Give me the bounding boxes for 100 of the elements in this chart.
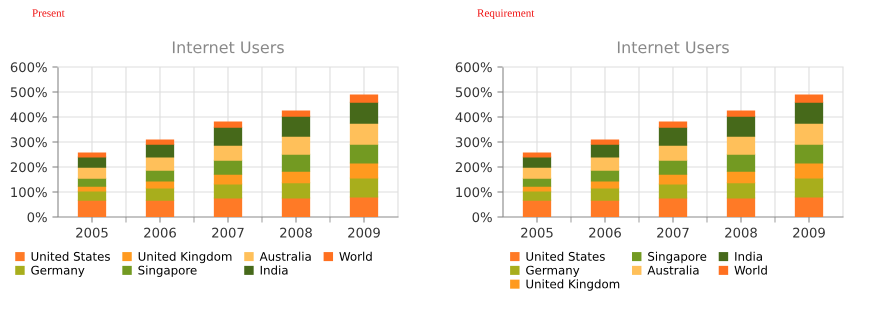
- bar: [794, 177, 824, 198]
- bar: [658, 144, 688, 161]
- legend-label: Singapore: [138, 266, 197, 277]
- y-tick-label: 0%: [472, 212, 492, 222]
- bar: [658, 197, 688, 217]
- legend-label: Australia: [647, 266, 699, 275]
- x-tick-label: 2006: [144, 228, 176, 238]
- legend-label: United Kingdom: [138, 252, 232, 264]
- legend-label: World: [339, 252, 372, 261]
- bar: [282, 154, 310, 172]
- legend-label: United States: [526, 252, 605, 261]
- bar: [146, 139, 174, 145]
- bar: [726, 136, 756, 155]
- bar: [350, 94, 378, 103]
- y-tick-label: 400%: [10, 112, 47, 122]
- bar: [78, 190, 106, 201]
- y-tick-label: 300%: [10, 137, 47, 148]
- x-tick-label: 2008: [280, 228, 312, 238]
- bar: [590, 139, 620, 145]
- bar: [726, 116, 756, 137]
- bar: [282, 197, 310, 217]
- bar: [350, 162, 378, 179]
- bar: [794, 144, 824, 164]
- legend-label: Germany: [526, 266, 580, 277]
- legend-label: India: [735, 252, 762, 261]
- chart-title: Internet Users: [172, 41, 284, 54]
- bar: [350, 144, 378, 164]
- y-tick-label: 600%: [10, 62, 47, 72]
- bar: [658, 121, 688, 128]
- bar: [282, 116, 310, 137]
- bar: [78, 156, 106, 168]
- x-tick-label: 2007: [657, 228, 689, 238]
- legend-label: Singapore: [648, 252, 706, 264]
- x-tick-label: 2007: [212, 228, 244, 238]
- legend-label: United States: [32, 252, 110, 261]
- bar: [590, 200, 620, 217]
- bar: [658, 183, 688, 199]
- bar: [282, 170, 310, 184]
- text: Present: [32, 9, 65, 17]
- y-tick-label: 500%: [10, 87, 47, 98]
- x-tick-label: 2009: [793, 228, 825, 238]
- bar: [214, 160, 242, 175]
- bar: [350, 196, 378, 217]
- x-tick-label: 2008: [725, 228, 757, 238]
- legend-label: Germany: [31, 266, 84, 277]
- bar: [282, 136, 310, 155]
- bar: [282, 182, 310, 199]
- text: Requirement: [477, 9, 534, 20]
- bar: [146, 156, 174, 171]
- bar: [522, 156, 552, 168]
- bar: [282, 110, 310, 117]
- y-tick-label: 0%: [28, 212, 47, 222]
- bar: [726, 182, 756, 199]
- x-tick-label: 2005: [76, 228, 108, 238]
- bar: [146, 200, 174, 217]
- bar: [214, 126, 242, 146]
- bar: [214, 144, 242, 161]
- y-tick-label: 600%: [456, 62, 492, 72]
- bar: [726, 154, 756, 172]
- bar: [522, 166, 552, 179]
- bar: [590, 187, 620, 201]
- bar: [350, 122, 378, 145]
- x-tick-label: 2009: [348, 228, 380, 238]
- bar: [794, 122, 824, 145]
- y-tick-label: 300%: [456, 137, 492, 148]
- legend-label: Australia: [260, 252, 311, 261]
- bar: [146, 187, 174, 201]
- bar: [78, 152, 106, 158]
- bar: [214, 183, 242, 199]
- bar: [522, 200, 552, 217]
- x-tick-label: 2006: [589, 228, 621, 238]
- bar: [658, 126, 688, 146]
- bar: [726, 170, 756, 184]
- bar: [350, 177, 378, 198]
- bar: [214, 121, 242, 128]
- legend-label: World: [734, 266, 767, 275]
- bar: [350, 102, 378, 124]
- y-tick-label: 100%: [456, 187, 492, 198]
- bar: [590, 156, 620, 171]
- y-tick-label: 200%: [10, 162, 47, 172]
- bar: [726, 110, 756, 117]
- bar: [522, 152, 552, 158]
- bar: [794, 162, 824, 179]
- x-tick-label: 2005: [521, 228, 553, 238]
- bar: [78, 166, 106, 179]
- y-tick-label: 200%: [456, 162, 492, 172]
- y-tick-label: 400%: [456, 112, 492, 122]
- legend-label: United Kingdom: [526, 279, 620, 291]
- bar: [794, 94, 824, 103]
- bar: [794, 102, 824, 124]
- bar: [726, 197, 756, 217]
- bar: [658, 160, 688, 175]
- chart-title: Internet Users: [618, 41, 729, 54]
- y-tick-label: 500%: [456, 87, 492, 98]
- bar: [78, 200, 106, 217]
- bar: [794, 196, 824, 217]
- bar: [214, 197, 242, 217]
- y-tick-label: 100%: [11, 187, 47, 198]
- bar: [522, 190, 552, 201]
- legend-label: India: [260, 266, 288, 275]
